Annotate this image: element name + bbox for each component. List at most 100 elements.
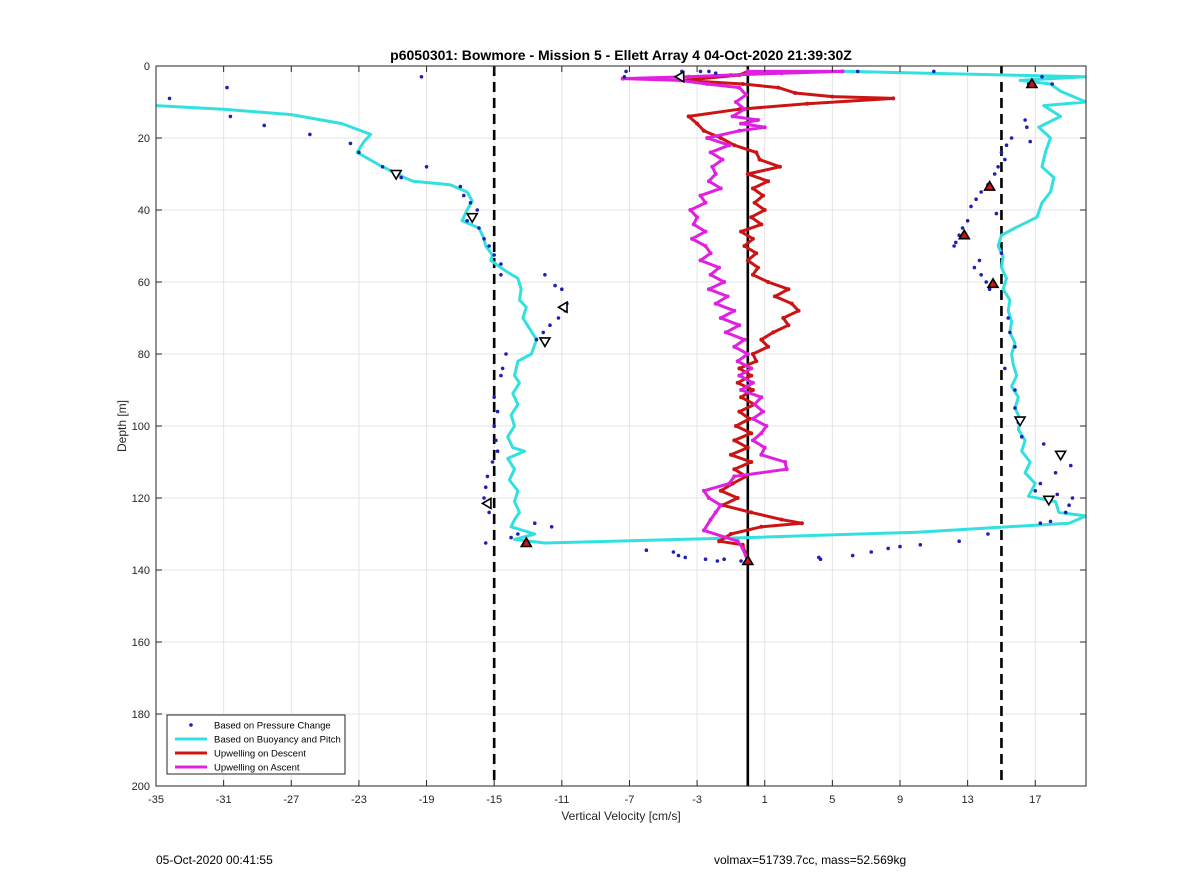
series-point-upwelling-on-descent: [740, 82, 745, 86]
scatter-point: [932, 69, 936, 74]
y-tick-label: 160: [132, 637, 150, 649]
legend-swatch: [189, 723, 193, 727]
scatter-point: [715, 559, 720, 563]
y-tick-label: 20: [138, 133, 150, 145]
scatter-point: [1009, 136, 1014, 140]
scatter-point: [703, 557, 708, 561]
series-point-upwelling-on-ascent: [783, 460, 788, 464]
series-point-upwelling-on-ascent: [705, 82, 710, 86]
x-tick-label: -27: [283, 794, 299, 806]
series-point-upwelling-on-ascent: [691, 222, 696, 227]
series-point-upwelling-on-descent: [732, 143, 737, 148]
scatter-point: [509, 535, 513, 540]
scatter-point: [1067, 503, 1071, 508]
series-point-upwelling-on-ascent: [703, 244, 708, 248]
series-point-upwelling-on-descent: [777, 164, 782, 169]
scatter-point: [490, 460, 495, 464]
series-point-upwelling-on-ascent: [718, 316, 723, 320]
triangle-marker: [1013, 416, 1027, 428]
series-point-upwelling-on-descent: [757, 157, 762, 162]
series-point-upwelling-on-ascent: [745, 69, 750, 74]
scatter-point: [419, 75, 424, 79]
series-point-upwelling-on-ascent: [701, 488, 706, 493]
series-point-upwelling-on-ascent: [706, 179, 711, 184]
scatter-point: [477, 226, 481, 230]
scatter-point: [504, 352, 508, 356]
series-point-upwelling-on-descent: [749, 215, 754, 220]
series-point-upwelling-on-ascent: [752, 402, 757, 407]
series-point-upwelling-on-descent: [695, 121, 700, 126]
series-point-upwelling-on-ascent: [688, 208, 693, 212]
scatter-point: [1068, 463, 1073, 468]
series-point-upwelling-on-ascent: [728, 73, 733, 77]
x-tick-label: 1: [762, 794, 768, 806]
y-tick-label: 40: [138, 205, 150, 217]
scatter-point: [492, 395, 496, 400]
series-layer: [156, 69, 1086, 563]
legend-box: [166, 714, 346, 775]
scatter-point: [1004, 143, 1009, 147]
series-point-upwelling-on-ascent: [840, 69, 845, 74]
series-point-upwelling-on-descent: [786, 287, 791, 292]
scatter-point: [1038, 521, 1043, 525]
scatter-point: [380, 165, 385, 169]
series-point-upwelling-on-descent: [759, 524, 764, 529]
scatter-point: [465, 219, 469, 223]
scatter-point: [698, 69, 703, 74]
scatter-point: [500, 366, 505, 371]
legend-label: Based on Pressure Change: [214, 721, 331, 732]
x-tick-label: 13: [962, 794, 974, 806]
scatter-point: [225, 85, 229, 90]
scatter-point: [556, 316, 561, 320]
series-point-upwelling-on-ascent: [779, 71, 784, 76]
series-point-upwelling-on-descent: [761, 193, 766, 198]
legend-label: Based on Buoyancy and Pitch: [214, 735, 341, 746]
scatter-point: [644, 548, 649, 552]
series-point-upwelling-on-ascent: [713, 301, 718, 306]
scatter-point: [495, 409, 500, 414]
scatter-point: [671, 550, 676, 554]
series-point-upwelling-on-descent: [686, 114, 691, 119]
y-tick-label: 180: [132, 709, 150, 721]
scatter-point: [979, 273, 983, 277]
scatter-point: [1040, 75, 1044, 79]
series-point-upwelling-on-ascent: [722, 280, 727, 284]
series-point-upwelling-on-ascent: [730, 114, 735, 119]
scatter-point: [1038, 481, 1043, 486]
scatter-point: [482, 237, 486, 241]
series-point-upwelling-on-ascent: [701, 528, 706, 533]
series-point-upwelling-on-descent: [752, 200, 757, 205]
scatter-point: [399, 175, 403, 180]
series-point-upwelling-on-ascent: [727, 143, 732, 148]
x-tick-label: -15: [486, 794, 502, 806]
series-point-upwelling-on-ascent: [732, 474, 737, 479]
series-point-upwelling-on-descent: [739, 395, 744, 400]
series-point-upwelling-on-descent: [766, 179, 771, 184]
series-point-upwelling-on-ascent: [739, 388, 744, 392]
y-axis-label: Depth [m]: [115, 400, 129, 452]
series-point-upwelling-on-ascent: [750, 438, 755, 443]
triangle-marker: [480, 497, 492, 510]
y-tick-label: 200: [132, 781, 150, 793]
series-point-upwelling-on-descent: [750, 236, 755, 241]
series-point-upwelling-on-ascent: [737, 323, 742, 328]
scatter-point: [1013, 406, 1017, 410]
scatter-point: [707, 69, 711, 74]
scatter-point: [1008, 330, 1012, 335]
scatter-point: [974, 197, 978, 201]
scatter-point: [622, 75, 627, 79]
scatter-point: [918, 543, 923, 547]
legend-label: Upwelling on Ascent: [214, 763, 300, 774]
series-point-upwelling-on-descent: [718, 136, 723, 140]
scatter-point: [957, 539, 961, 543]
series-point-upwelling-on-descent: [789, 301, 794, 306]
triangle-marker: [465, 212, 479, 224]
y-tick-label: 0: [144, 61, 150, 73]
series-point-upwelling-on-ascent: [686, 74, 691, 79]
series-point-upwelling-on-ascent: [750, 380, 755, 385]
scatter-point: [548, 323, 552, 328]
scatter-point: [541, 330, 546, 335]
scatter-point: [228, 114, 233, 119]
triangle-marker: [957, 228, 971, 240]
